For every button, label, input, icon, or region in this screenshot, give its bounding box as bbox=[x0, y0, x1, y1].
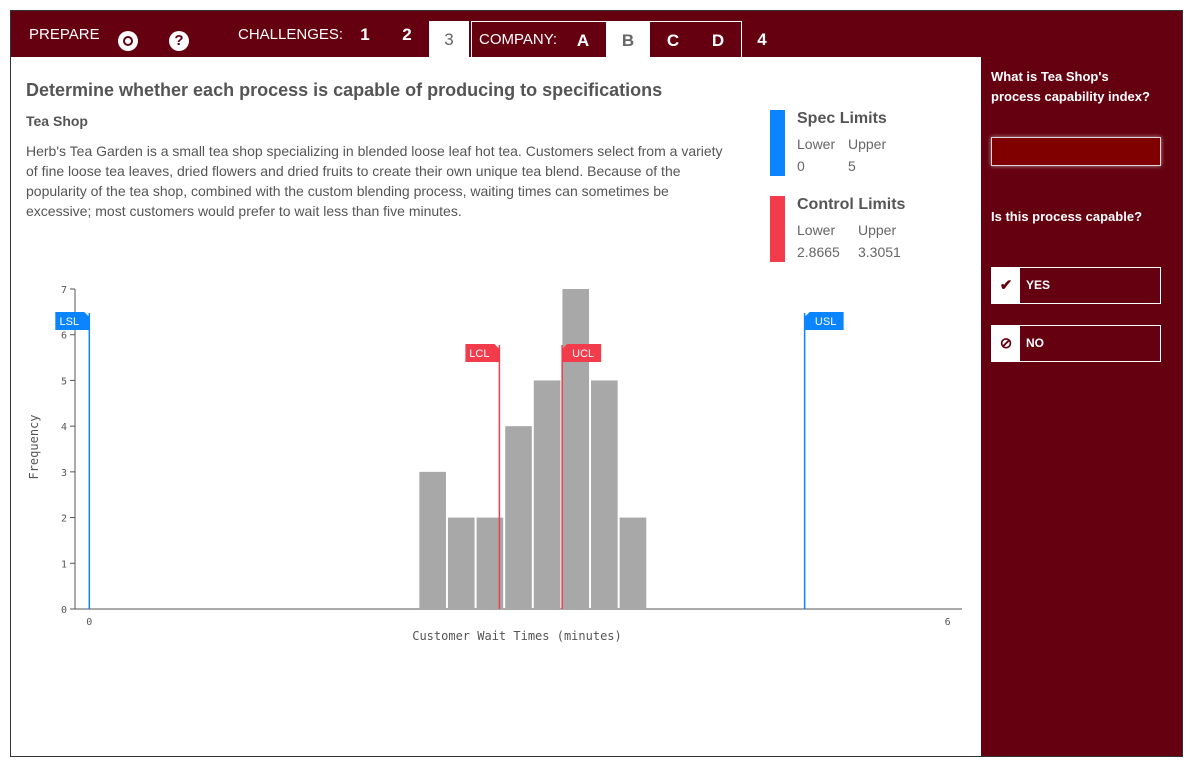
control-limits-swatch bbox=[770, 196, 785, 262]
control-upper-label: Upper bbox=[858, 222, 897, 238]
lcl-flag bbox=[465, 344, 500, 362]
company-a-tab[interactable]: A bbox=[576, 31, 590, 50]
spec-upper-label: Upper bbox=[848, 136, 887, 152]
company-b-tab[interactable]: B bbox=[606, 22, 650, 57]
lifebuoy-icon[interactable] bbox=[118, 31, 138, 51]
lsl-label: LSL bbox=[60, 316, 80, 328]
y-tick-label: 7 bbox=[61, 285, 67, 296]
yes-label: YES bbox=[1026, 278, 1051, 292]
capability-index-input[interactable] bbox=[991, 137, 1161, 166]
top-navigation: PREPARE ? CHALLENGES: 1 2 3 COMPANY: A B… bbox=[11, 11, 1182, 57]
histogram-bar bbox=[533, 380, 561, 609]
company-name: Tea Shop bbox=[26, 113, 88, 129]
x-tick-label: 0 bbox=[86, 617, 92, 628]
challenge-3-tab[interactable]: 3 bbox=[429, 21, 469, 57]
company-selector bbox=[471, 21, 742, 57]
histogram-bar bbox=[619, 517, 647, 609]
answer-panel: What is Tea Shop's process capability in… bbox=[981, 57, 1182, 756]
y-tick-label: 2 bbox=[61, 514, 67, 525]
ucl-label: UCL bbox=[572, 348, 594, 360]
y-tick-label: 6 bbox=[61, 331, 67, 342]
control-limits-legend: Control Limits Lower Upper 2.8665 3.3051 bbox=[770, 196, 930, 262]
challenge-1-tab[interactable]: 1 bbox=[360, 25, 370, 44]
spec-limits-legend: Spec Limits Lower Upper 0 5 bbox=[770, 110, 930, 176]
scenario-description: Herb's Tea Garden is a small tea shop sp… bbox=[26, 143, 723, 219]
x-tick-label: 6 bbox=[945, 617, 951, 628]
spec-limits-title: Spec Limits bbox=[797, 110, 887, 127]
help-icon[interactable]: ? bbox=[169, 31, 189, 51]
no-entry-icon: ⊘ bbox=[992, 326, 1020, 361]
usl-label: USL bbox=[815, 316, 836, 328]
y-axis-label: Frequency bbox=[27, 414, 41, 479]
lcl-label: LCL bbox=[469, 348, 489, 360]
company-label: COMPANY: bbox=[479, 31, 558, 48]
y-tick-label: 0 bbox=[61, 605, 67, 616]
spec-limits-swatch bbox=[770, 110, 785, 176]
histogram-bar bbox=[447, 517, 475, 609]
histogram-bar bbox=[591, 380, 618, 609]
histogram-chart: 0 1 2 3 4 5 6 7 0 6 LSL LCL UCL USL Customer Wait Ti… bbox=[27, 285, 962, 643]
spec-upper-value: 5 bbox=[848, 158, 856, 174]
prepare-link[interactable]: PREPARE bbox=[29, 26, 100, 43]
capable-question: Is this process capable? bbox=[991, 209, 1143, 224]
spec-lower-value: 0 bbox=[797, 158, 805, 174]
control-upper-value: 3.3051 bbox=[858, 244, 901, 260]
control-lower-label: Lower bbox=[797, 222, 836, 238]
yes-button[interactable]: ✔ YES bbox=[991, 267, 1161, 304]
ucl-flag bbox=[562, 344, 602, 362]
company-d-tab[interactable]: D bbox=[711, 31, 725, 50]
page-title: Determine whether each process is capabl… bbox=[26, 80, 663, 100]
challenge-2-tab[interactable]: 2 bbox=[402, 25, 412, 44]
y-tick-label: 1 bbox=[61, 559, 67, 570]
y-tick-label: 4 bbox=[61, 422, 67, 433]
histogram-bar bbox=[505, 426, 532, 609]
y-tick-label: 3 bbox=[61, 468, 67, 479]
chart-limit-markers: LSL LCL UCL USL bbox=[55, 312, 844, 609]
checkmark-icon: ✔ bbox=[992, 268, 1020, 303]
challenges-label: CHALLENGES: bbox=[238, 26, 344, 43]
y-tick-label: 5 bbox=[61, 376, 67, 387]
histogram-bar bbox=[419, 471, 446, 609]
x-axis-label: Customer Wait Times (minutes) bbox=[412, 629, 622, 643]
app-frame: PREPARE ? CHALLENGES: 1 2 3 COMPANY: A B… bbox=[10, 10, 1183, 757]
control-lower-value: 2.8665 bbox=[797, 244, 840, 260]
challenge-4-tab[interactable]: 4 bbox=[757, 30, 767, 49]
lsl-flag bbox=[55, 312, 90, 330]
histogram-bar bbox=[562, 289, 590, 609]
usl-flag bbox=[804, 312, 844, 330]
no-label: NO bbox=[1026, 336, 1044, 350]
no-button[interactable]: ⊘ NO bbox=[991, 325, 1161, 362]
company-c-tab[interactable]: C bbox=[666, 31, 680, 50]
spec-lower-label: Lower bbox=[797, 136, 836, 152]
control-limits-title: Control Limits bbox=[797, 196, 906, 213]
capability-index-question: What is Tea Shop's process capability in… bbox=[991, 69, 1150, 104]
chart-bars bbox=[419, 289, 647, 609]
